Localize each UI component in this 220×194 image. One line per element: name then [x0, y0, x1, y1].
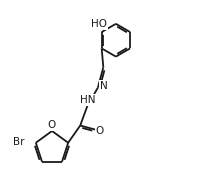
Text: O: O: [95, 126, 104, 136]
Text: N: N: [100, 81, 107, 91]
Text: Br: Br: [13, 137, 25, 147]
Text: HO: HO: [91, 19, 107, 29]
Text: O: O: [48, 120, 56, 130]
Text: HN: HN: [80, 95, 95, 105]
